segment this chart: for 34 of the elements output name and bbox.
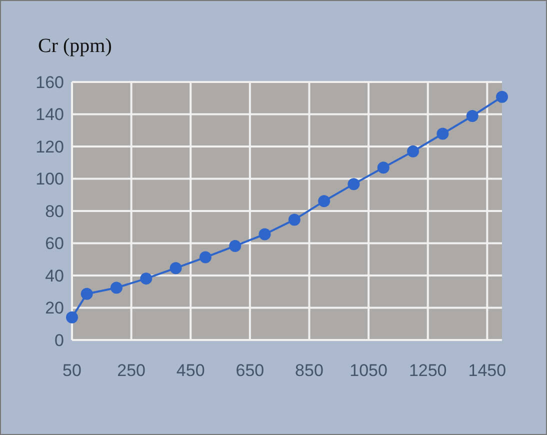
x-tick-label: 50 — [62, 361, 82, 380]
y-tick-label: 120 — [36, 137, 64, 156]
y-tick-label: 80 — [45, 202, 64, 221]
point — [140, 272, 152, 285]
y-tick-label: 0 — [54, 330, 64, 350]
y-tick-label: 20 — [45, 298, 64, 318]
chart-title: Cr (ppm) — [38, 35, 112, 57]
x-tick-label: 1450 — [468, 361, 506, 380]
point — [199, 251, 212, 264]
point — [348, 178, 360, 190]
y-tick-label: 100 — [36, 170, 64, 189]
x-tick-label: 1050 — [350, 361, 388, 380]
point — [377, 162, 390, 174]
point — [66, 311, 78, 324]
point — [288, 214, 300, 226]
x-tick-label: 650 — [236, 361, 264, 380]
y-tick-label: 160 — [36, 72, 64, 92]
x-tick-label: 450 — [176, 361, 205, 380]
point — [466, 110, 478, 122]
point — [407, 145, 420, 158]
point — [80, 288, 93, 300]
point — [229, 240, 242, 252]
y-tick-label: 40 — [45, 266, 64, 286]
point — [496, 90, 508, 103]
point — [436, 128, 449, 140]
x-tick-label: 1250 — [408, 361, 447, 380]
y-tick-label: 60 — [45, 234, 64, 254]
point — [110, 282, 122, 294]
point — [318, 195, 330, 208]
x-tick-label: 850 — [295, 361, 324, 380]
point — [258, 228, 271, 240]
x-tick-label: 250 — [117, 361, 146, 380]
point — [170, 262, 182, 274]
y-tick-label: 140 — [36, 105, 64, 124]
